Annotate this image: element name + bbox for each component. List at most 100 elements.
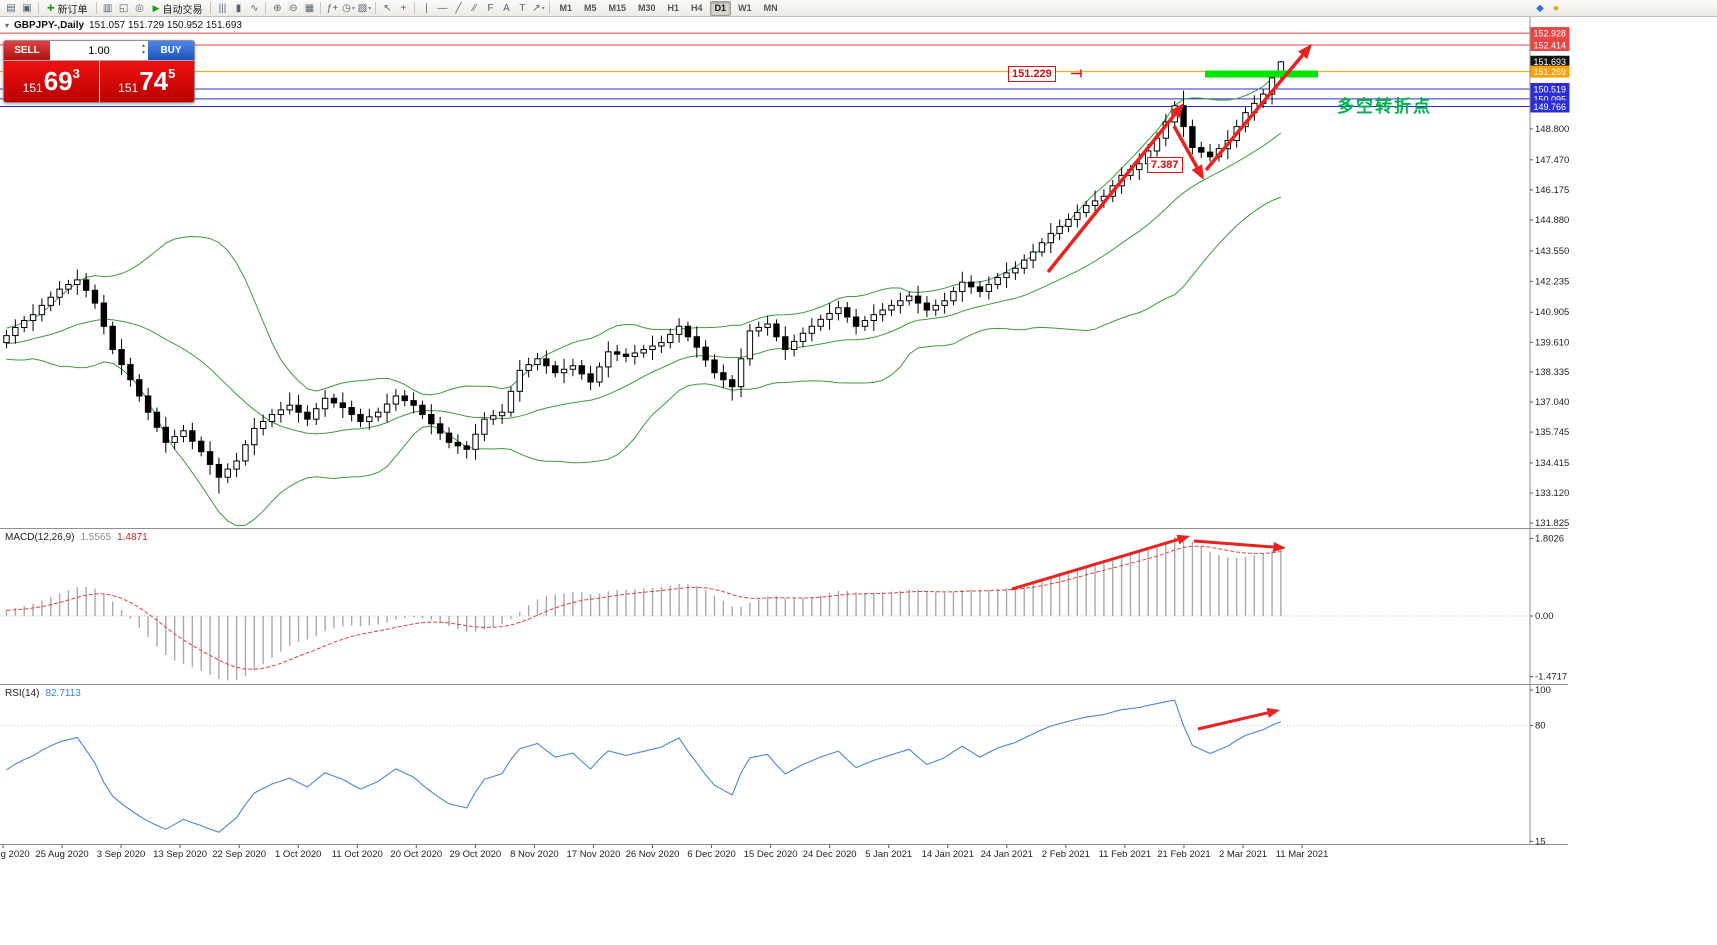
text-label-icon[interactable]: T — [519, 2, 526, 14]
trendline-icon[interactable]: ╱ — [455, 2, 462, 14]
time-axis-label: 6 Dec 2020 — [687, 849, 736, 860]
buy-button[interactable]: 151 74 5 — [99, 61, 194, 102]
candle-body — [38, 304, 46, 316]
candle-body — [47, 296, 54, 306]
trend-arrow-head — [1298, 44, 1312, 60]
one-click-collapse-icon[interactable]: ▾ — [5, 21, 10, 30]
candle-body — [481, 418, 488, 435]
timeframe-w1[interactable]: W1 — [738, 2, 752, 13]
candle-body — [525, 364, 532, 371]
volume-input[interactable]: 1.00 ▴ ▾ — [50, 41, 148, 60]
macd-indicator-label: MACD(12,26,9) 1.5565 1.4871 — [5, 532, 148, 543]
price-level-badge-text: 151.269 — [1534, 67, 1567, 77]
candle-body — [295, 404, 302, 413]
rsi-line — [6, 699, 1282, 833]
bollinger-middle-band — [6, 132, 1282, 435]
horizontal-line-icon[interactable]: ― — [437, 2, 448, 14]
candle-body — [419, 404, 426, 416]
tile-windows-icon[interactable]: ▦ — [304, 2, 315, 14]
price-callout-pullback[interactable]: 7.387 — [1147, 157, 1183, 173]
candle-body — [286, 404, 293, 411]
candle-body — [118, 349, 125, 366]
price-level-badge-text: 149.766 — [1534, 102, 1567, 112]
timeframe-d1[interactable]: D1 — [709, 0, 732, 16]
buy-price-point: 5 — [168, 66, 176, 81]
fibonacci-icon[interactable]: F — [487, 2, 494, 14]
crosshair-icon[interactable]: + — [400, 2, 407, 14]
profiles-icon[interactable]: ▣ — [22, 2, 32, 14]
notifications-icon[interactable]: ● — [1552, 2, 1560, 14]
candle-body — [392, 395, 400, 405]
price-level-badge — [1530, 27, 1570, 40]
navigator-icon[interactable]: ◎ — [135, 2, 144, 14]
market-watch-icon[interactable]: ▥ — [102, 2, 113, 14]
candle-body — [799, 332, 807, 342]
candle-body — [1136, 163, 1143, 171]
sell-tab[interactable]: SELL — [4, 41, 50, 60]
zoom-in-icon[interactable]: ⊕ — [273, 2, 282, 14]
new-chart-icon[interactable]: ▤ — [6, 2, 16, 14]
timeframe-m1[interactable]: M1 — [559, 2, 572, 13]
timeframe-h4[interactable]: H4 — [691, 2, 703, 13]
time-axis[interactable] — [0, 845, 1568, 861]
line-chart-icon[interactable]: ∿ — [250, 2, 259, 14]
candle-body — [861, 319, 869, 327]
bar-chart-icon[interactable]: ||| — [218, 2, 227, 14]
chart-plot-area[interactable] — [0, 17, 1530, 528]
autotrading-icon: ▶ — [152, 2, 160, 13]
sell-button[interactable]: 151 69 3 — [4, 61, 99, 102]
trend-arrow[interactable] — [1172, 125, 1199, 168]
highlight-bar[interactable] — [1205, 70, 1318, 78]
timeframe-h1[interactable]: H1 — [667, 2, 680, 13]
timeframe-m30[interactable]: M30 — [638, 2, 656, 13]
periods-icon[interactable]: ◷ ▾ — [342, 2, 355, 14]
timeframe-m15[interactable]: M15 — [608, 2, 627, 13]
trend-arrow[interactable] — [1046, 113, 1177, 274]
templates-icon[interactable]: ▧ ▾ — [357, 2, 372, 14]
candle-body — [959, 281, 966, 292]
turning-point-note[interactable]: 多空转折点 — [1337, 97, 1432, 116]
price-axis-label: 131.825 — [1535, 518, 1569, 529]
candle-body — [906, 295, 913, 302]
price-axis[interactable] — [1530, 17, 1570, 844]
price-callout-high[interactable]: 151.229 — [1008, 66, 1056, 82]
price-level-badge-text: 150.519 — [1534, 85, 1567, 95]
new-order-button[interactable]: ✚ 新订单 — [42, 1, 93, 16]
candle-body — [560, 368, 568, 374]
price-level-badge-text: 152.928 — [1534, 29, 1567, 39]
candlestick-chart-icon[interactable]: ▮ — [235, 2, 242, 14]
vertical-line-icon[interactable]: ∣ — [423, 2, 429, 14]
text-icon[interactable]: A — [503, 2, 510, 14]
trend-arrow[interactable] — [1011, 538, 1179, 591]
data-window-icon[interactable]: ◱ — [118, 2, 129, 14]
volume-stepper[interactable]: ▴ ▾ — [142, 43, 145, 57]
candle-body — [507, 390, 515, 413]
candle-body — [516, 369, 523, 392]
community-icon[interactable]: ◆ — [1536, 2, 1544, 14]
candle-body — [498, 411, 506, 417]
trend-arrow[interactable] — [1197, 711, 1269, 731]
candle-body — [233, 460, 240, 470]
stepper-up-icon[interactable]: ▴ — [141, 43, 145, 49]
candle-body — [91, 289, 99, 304]
timeframe-mn[interactable]: MN — [763, 2, 778, 13]
price-axis-label: 134.415 — [1535, 458, 1569, 469]
timeframe-m5[interactable]: M5 — [583, 2, 597, 13]
trend-arrow[interactable] — [1193, 539, 1274, 549]
stepper-down-icon[interactable]: ▾ — [141, 50, 145, 56]
zoom-out-icon[interactable]: ⊖ — [289, 2, 298, 14]
candle-body — [914, 295, 922, 304]
candle-body — [569, 365, 577, 370]
candle-body — [746, 330, 754, 360]
channel-icon[interactable]: ∕∕ — [472, 2, 477, 14]
toolbar-separator — [38, 2, 39, 14]
buy-tab[interactable]: BUY — [148, 41, 194, 60]
arrows-icon[interactable]: ↗ ▾ — [532, 2, 545, 14]
toolbar: ▤ ▣ ✚ 新订单 ▥ ◱ ◎ ▶ 自动交易 ||| ▮ ∿ ⊕ ⊖ ▦ ƒ+ ◷ ▾ ▧ ▾ ↖ + ∣ ― ╱ ∕∕ F A T ↗ ▾… — [0, 0, 1717, 17]
autotrading-button[interactable]: ▶ 自动交易 — [148, 1, 208, 16]
cursor-icon[interactable]: ↖ — [383, 2, 392, 14]
trend-arrow[interactable] — [1204, 54, 1304, 172]
rsi-axis-label: 100 — [1535, 685, 1551, 696]
indicators-icon[interactable]: ƒ+ — [326, 2, 339, 14]
